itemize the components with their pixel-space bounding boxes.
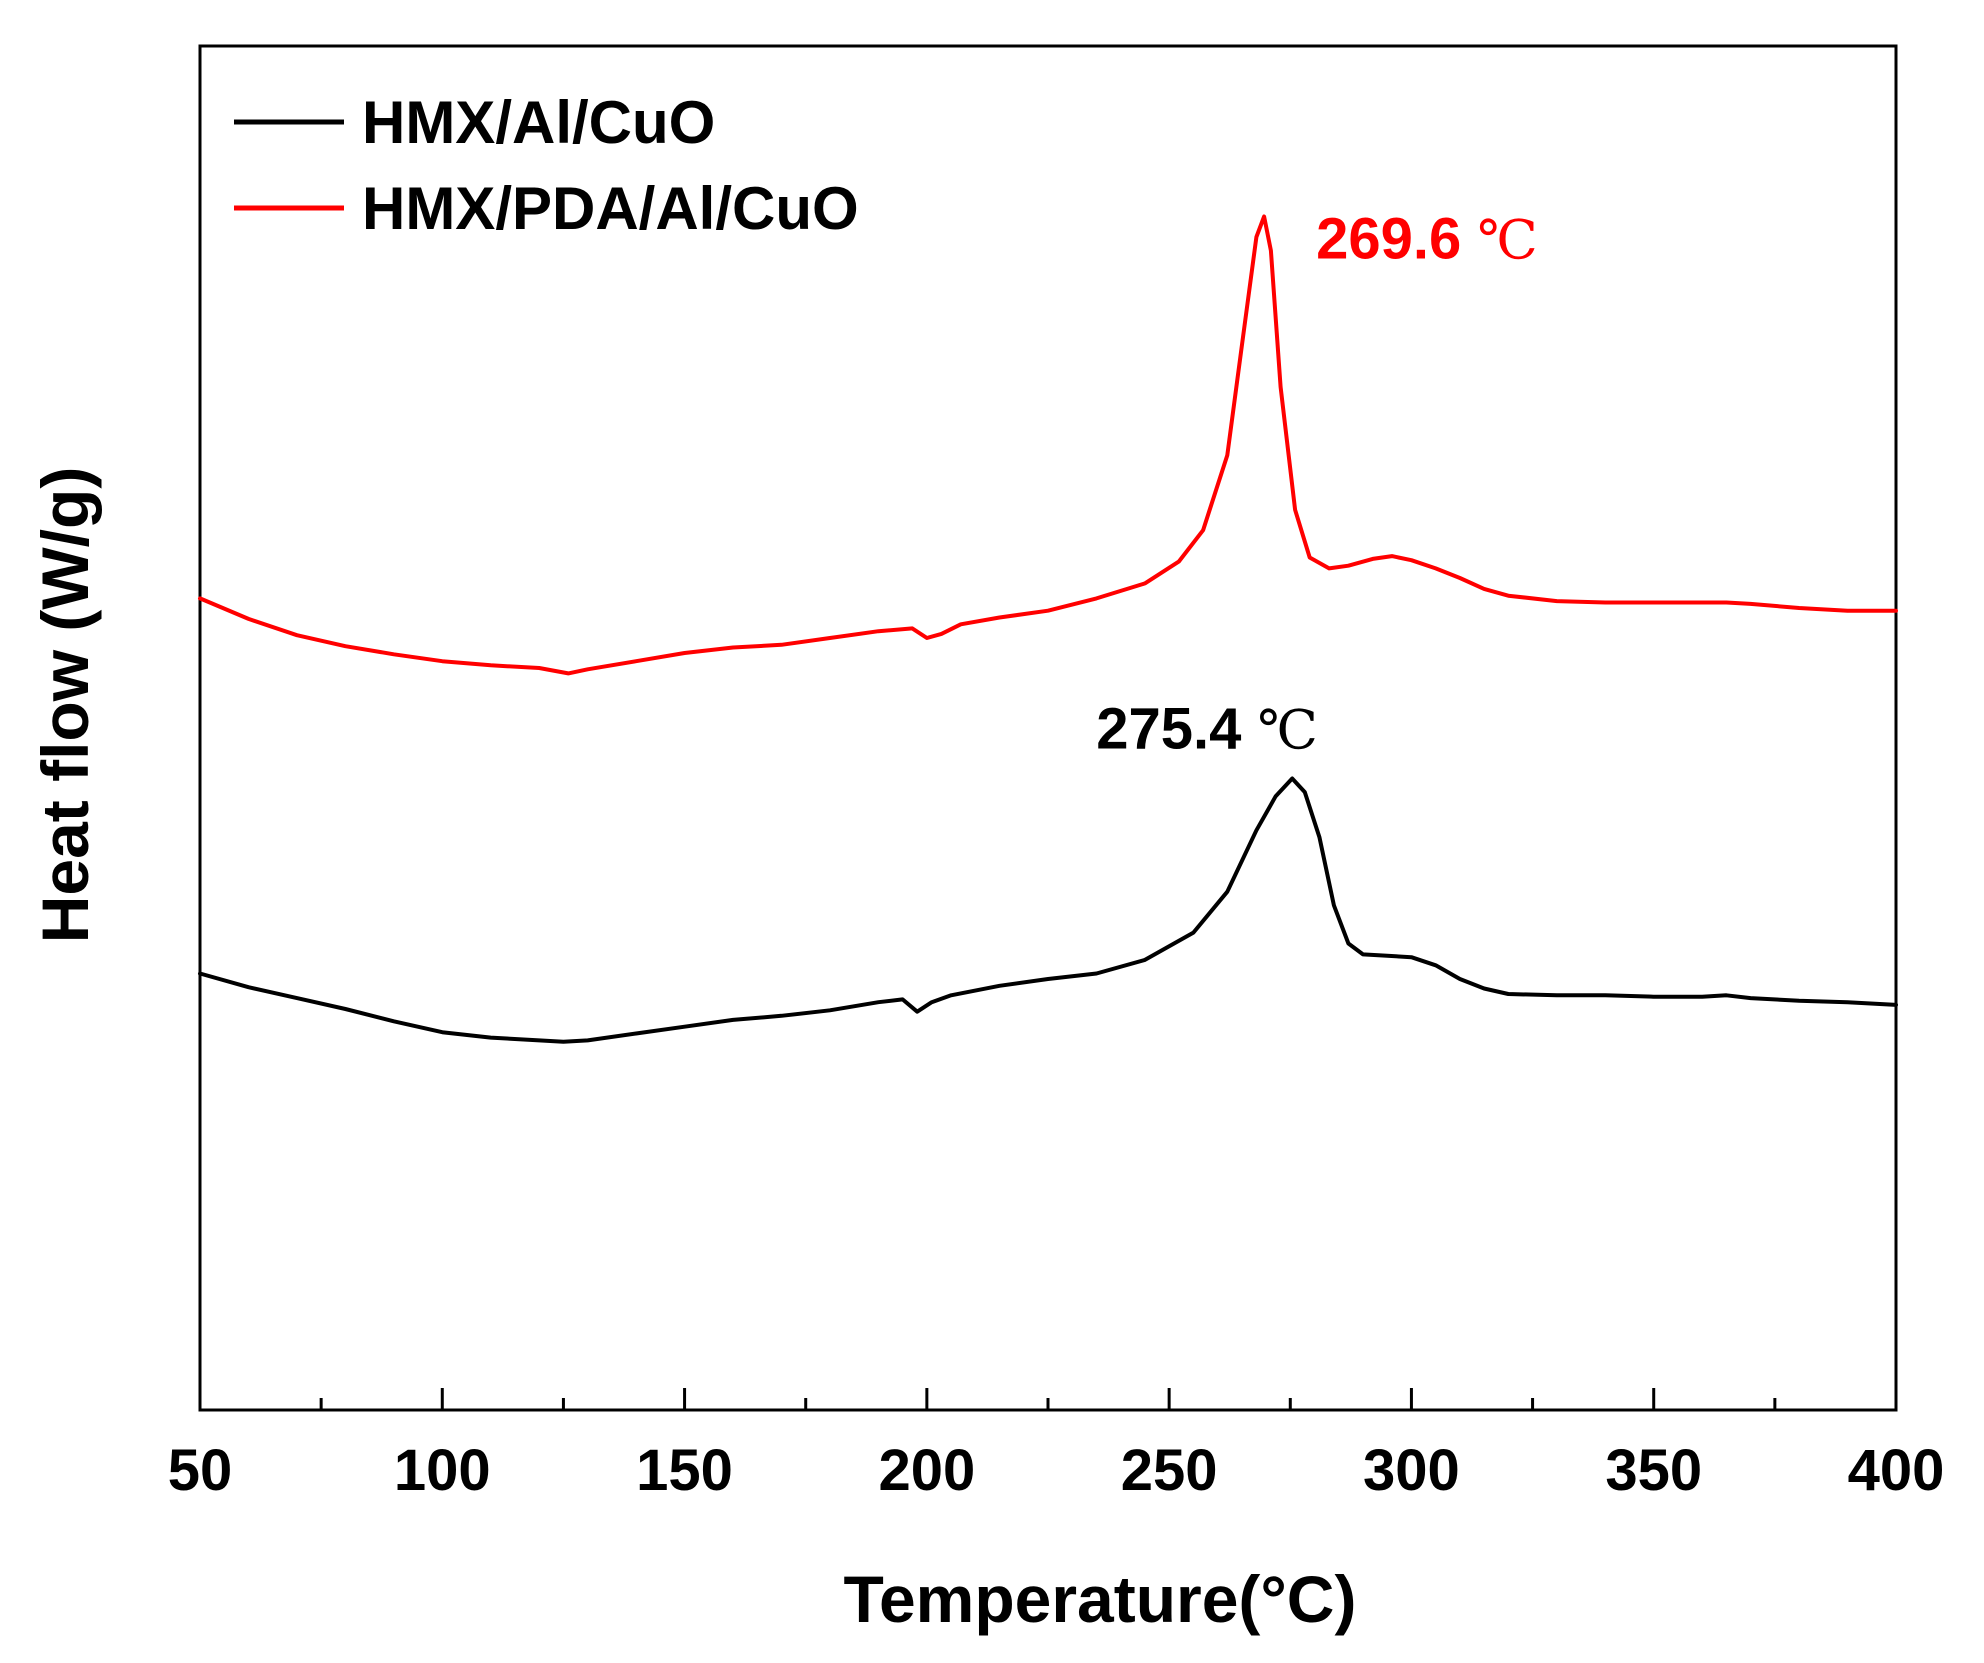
x-tick-label: 250 (1121, 1438, 1218, 1503)
y-axis-title: Heat flow (W/g) (28, 467, 102, 944)
peak-annotation: 275.4 ℃ (1096, 696, 1318, 761)
x-tick-label: 100 (394, 1438, 491, 1503)
series-line-hmx-pda-al-cuo (198, 214, 1898, 676)
series-line-hmx-al-cuo (198, 776, 1898, 1044)
x-tick-label: 50 (168, 1438, 233, 1503)
legend-label: HMX/PDA/Al/CuO (362, 175, 859, 242)
x-tick-label: 150 (636, 1438, 733, 1503)
x-tick-label: 200 (878, 1438, 975, 1503)
plot-frame (198, 44, 1898, 1412)
legend-label: HMX/Al/CuO (362, 89, 715, 156)
x-tick-label: 350 (1605, 1438, 1702, 1503)
plot-area: 50 100 150 200 250 300 350 400 HMX/Al/CuO HMX/PDA… (168, 44, 1945, 1503)
x-axis-title: Temperature(°C) (844, 1562, 1357, 1636)
x-tick-label: 400 (1848, 1438, 1945, 1503)
peak-annotation: 269.6 ℃ (1316, 207, 1538, 272)
x-tick-label: 300 (1363, 1438, 1460, 1503)
